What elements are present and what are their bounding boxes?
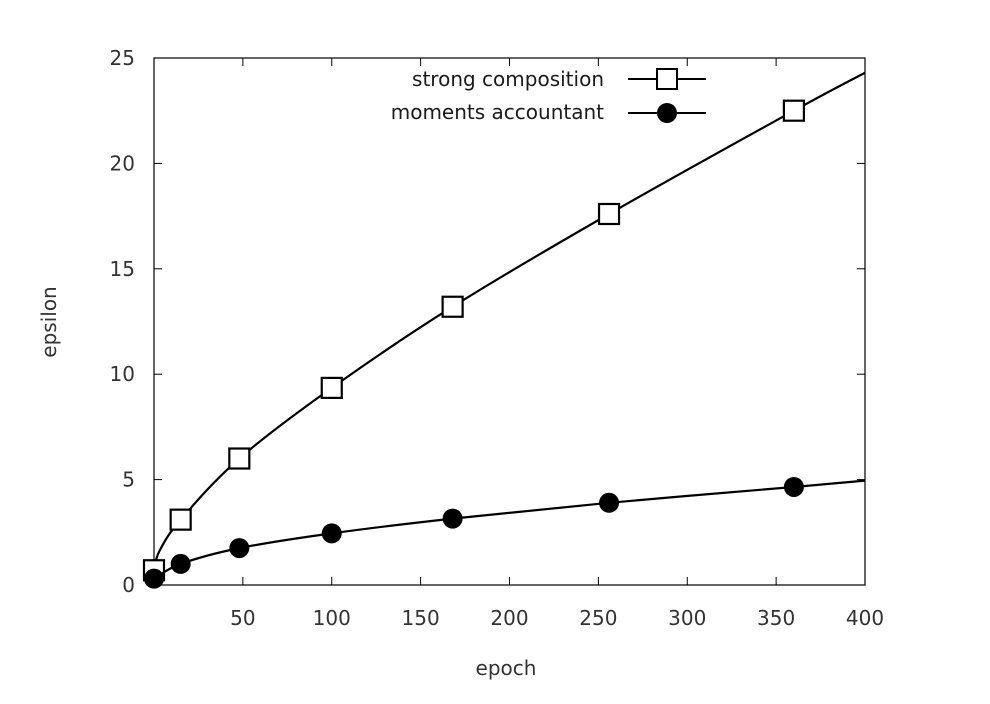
y-tick-label: 25 [110,46,135,70]
data-point-circle [170,553,191,574]
y-tick-label: 0 [122,573,135,597]
data-point-circle [783,476,804,497]
data-point-circle [229,538,250,559]
series-strong-composition [142,71,866,582]
data-point-circle [321,523,342,544]
legend-marker-filled-circle [657,103,677,123]
x-tick-label: 50 [230,606,255,630]
series-line-strong-composition [152,71,866,571]
x-tick-label: 200 [490,606,528,630]
y-axis-label: epsilon [37,286,61,357]
x-tick-label: 300 [668,606,706,630]
data-point-square [597,202,621,226]
data-point-square [441,295,464,318]
data-point-square [782,99,806,122]
data-point-circle [144,568,164,589]
legend-label-strong-composition: strong composition [412,67,604,91]
x-tick-label: 150 [402,606,440,630]
series-moments-accountant [144,476,866,589]
data-point-circle [599,492,620,513]
x-tick-label: 350 [757,606,795,630]
x-tick-label: 400 [846,606,884,630]
x-axis-label: epoch [476,656,537,680]
data-point-square [169,508,192,531]
plot-frame [153,57,866,586]
tick-marks [154,57,866,586]
tick-labels: 50 100 150 200 250 300 350 400 0 5 10 15 20 25 [110,46,885,630]
y-tick-label: 5 [122,468,135,492]
x-tick-label: 100 [313,606,351,630]
legend-label-moments-accountant: moments accountant [391,100,604,124]
data-point-square [320,376,343,400]
legend: strong composition moments accountant [391,67,706,124]
plot-area-border [153,57,866,586]
y-tick-label: 15 [110,257,135,281]
series-layer [142,71,866,589]
data-point-square [228,447,251,470]
series-line-moments-accountant [153,479,866,580]
legend-marker-open-square [656,68,678,90]
y-tick-label: 20 [110,151,135,175]
y-tick-label: 10 [110,362,135,386]
x-tick-label: 250 [579,606,617,630]
data-point-circle [442,508,463,529]
